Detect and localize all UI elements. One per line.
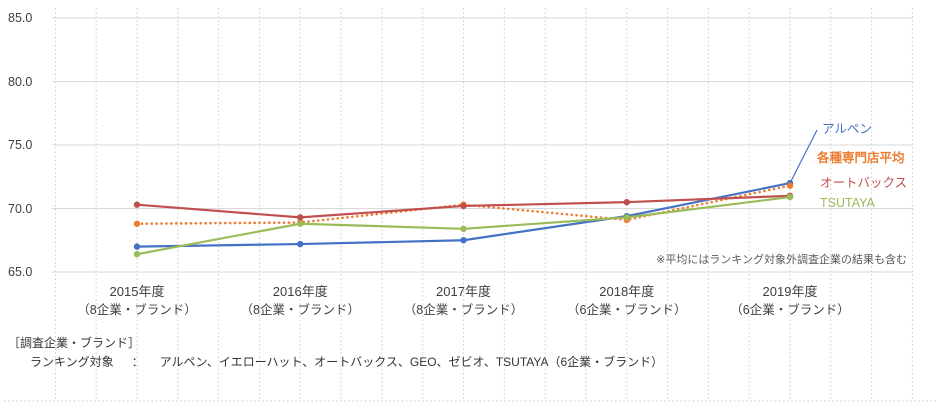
fiscal-year-label: 2017年度 [436, 284, 491, 299]
survey-companies-heading: ［調査企業・ブランド］ [8, 336, 141, 350]
series-marker-0 [297, 240, 304, 248]
x-axis-category-label: 2017年度 （8企業・ブランド） [382, 283, 546, 319]
series-marker-3 [786, 193, 794, 201]
x-axis-category-label: 2016年度 （8企業・ブランド） [218, 283, 382, 319]
y-axis-tick-label: 75.0 [8, 138, 33, 152]
series-marker-0 [460, 237, 467, 244]
brand-count-sublabel: （8企業・ブランド） [240, 303, 360, 317]
series-marker-1 [133, 220, 141, 227]
brand-count-sublabel: （8企業・ブランド） [77, 303, 197, 317]
y-axis-tick-label: 65.0 [8, 265, 33, 279]
ranking-target-separator: ： [131, 355, 144, 369]
ranking-target-line: ランキング対象 ： アルペン、イエローハット、オートバックス、GEO、ゼビオ、TSU… [30, 354, 663, 370]
series-marker-3 [623, 214, 630, 221]
brand-count-sublabel: （6企業・ブランド） [730, 303, 850, 317]
ranking-target-label: ランキング対象 [30, 355, 114, 369]
series-label-0: アルペン [822, 122, 872, 136]
series-marker-2 [133, 201, 141, 208]
brand-count-sublabel: （8企業・ブランド） [403, 303, 524, 317]
series-marker-3 [133, 251, 141, 258]
ranking-target-value: アルペン、イエローハット、オートバックス、GEO、ゼビオ、TSUTAYA（6企業… [159, 355, 664, 369]
brand-count-sublabel: （6企業・ブランド） [567, 303, 687, 317]
series-marker-1 [786, 182, 794, 189]
fiscal-year-label: 2018年度 [599, 284, 655, 299]
x-axis-category-label: 2015年度 （8企業・ブランド） [55, 283, 219, 319]
y-axis-tick-label: 85.0 [8, 11, 33, 25]
series-label-3: TSUTAYA [820, 196, 875, 210]
series-marker-3 [297, 220, 304, 227]
series-label-2: オートバックス [820, 176, 908, 190]
x-axis-category-label: 2019年度 （6企業・ブランド） [708, 283, 872, 319]
y-axis-tick-label: 80.0 [8, 74, 33, 89]
series-marker-2 [460, 202, 467, 210]
series-marker-2 [623, 198, 630, 206]
fiscal-year-label: 2019年度 [762, 284, 818, 299]
x-axis-category-label: 2018年度 （6企業・ブランド） [545, 283, 709, 319]
fiscal-year-label: 2015年度 [109, 284, 165, 299]
series-label-1: 各種専門店平均 [817, 151, 905, 165]
series-marker-3 [460, 225, 467, 233]
alpen-label-leader-line [790, 129, 818, 182]
y-axis-tick-label: 70.0 [8, 201, 33, 216]
series-marker-2 [297, 214, 304, 221]
chart-annotation: ※平均にはランキング対象外調査企業の結果も含む [656, 254, 907, 266]
footer-note: ［調査企業・ブランド］ ランキング対象 ： アルペン、イエローハット、オートバックス… [8, 335, 663, 370]
fiscal-year-label: 2016年度 [272, 284, 328, 299]
series-marker-0 [133, 243, 141, 250]
